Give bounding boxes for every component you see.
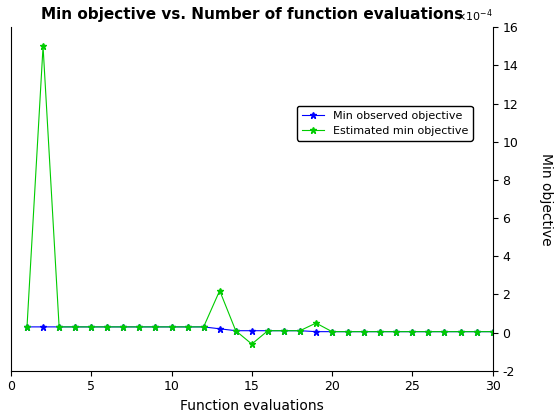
Min observed objective bbox=[88, 324, 95, 329]
Min observed objective bbox=[249, 328, 255, 333]
Estimated min objective bbox=[441, 329, 448, 334]
Estimated min objective bbox=[72, 324, 78, 329]
Min observed objective bbox=[24, 324, 30, 329]
Min observed objective bbox=[393, 329, 400, 334]
Min observed objective bbox=[441, 329, 448, 334]
Estimated min objective bbox=[24, 324, 30, 329]
Min observed objective bbox=[281, 328, 287, 333]
Line: Estimated min objective: Estimated min objective bbox=[24, 43, 496, 347]
Min observed objective bbox=[200, 324, 207, 329]
Min observed objective bbox=[168, 324, 175, 329]
Min observed objective bbox=[104, 324, 111, 329]
Min observed objective bbox=[264, 328, 271, 333]
Estimated min objective bbox=[297, 328, 304, 333]
Min observed objective bbox=[345, 329, 352, 334]
Estimated min objective bbox=[152, 324, 159, 329]
Min observed objective bbox=[377, 329, 384, 334]
Line: Min observed objective: Min observed objective bbox=[24, 323, 496, 335]
Estimated min objective bbox=[312, 320, 319, 326]
Estimated min objective bbox=[120, 324, 127, 329]
Min observed objective bbox=[473, 329, 480, 334]
Estimated min objective bbox=[489, 329, 496, 334]
Estimated min objective bbox=[361, 329, 367, 334]
Estimated min objective bbox=[40, 44, 46, 49]
Estimated min objective bbox=[200, 324, 207, 329]
Legend: Min observed objective, Estimated min objective: Min observed objective, Estimated min ob… bbox=[297, 106, 473, 141]
Min observed objective bbox=[457, 329, 464, 334]
Min observed objective bbox=[184, 324, 191, 329]
Text: $\times10^{-4}$: $\times10^{-4}$ bbox=[456, 7, 493, 24]
Title: Min objective vs. Number of function evaluations: Min objective vs. Number of function eva… bbox=[41, 7, 463, 22]
Estimated min objective bbox=[329, 329, 335, 334]
Y-axis label: Min objective: Min objective bbox=[539, 153, 553, 245]
Estimated min objective bbox=[425, 329, 432, 334]
Min observed objective bbox=[297, 328, 304, 333]
Min observed objective bbox=[329, 329, 335, 334]
Estimated min objective bbox=[281, 328, 287, 333]
Min observed objective bbox=[232, 328, 239, 333]
Min observed objective bbox=[425, 329, 432, 334]
Min observed objective bbox=[312, 329, 319, 334]
Min observed objective bbox=[120, 324, 127, 329]
Min observed objective bbox=[40, 324, 46, 329]
Estimated min objective bbox=[377, 329, 384, 334]
Estimated min objective bbox=[184, 324, 191, 329]
Estimated min objective bbox=[88, 324, 95, 329]
Min observed objective bbox=[361, 329, 367, 334]
Min observed objective bbox=[152, 324, 159, 329]
Min observed objective bbox=[56, 324, 63, 329]
Estimated min objective bbox=[136, 324, 143, 329]
Estimated min objective bbox=[409, 329, 416, 334]
Estimated min objective bbox=[56, 324, 63, 329]
Estimated min objective bbox=[457, 329, 464, 334]
Estimated min objective bbox=[168, 324, 175, 329]
X-axis label: Function evaluations: Function evaluations bbox=[180, 399, 324, 413]
Min observed objective bbox=[409, 329, 416, 334]
Estimated min objective bbox=[216, 288, 223, 293]
Estimated min objective bbox=[393, 329, 400, 334]
Min observed objective bbox=[216, 326, 223, 331]
Min observed objective bbox=[489, 329, 496, 334]
Min observed objective bbox=[136, 324, 143, 329]
Estimated min objective bbox=[249, 341, 255, 346]
Min observed objective bbox=[72, 324, 78, 329]
Estimated min objective bbox=[104, 324, 111, 329]
Estimated min objective bbox=[264, 328, 271, 333]
Estimated min objective bbox=[232, 328, 239, 333]
Estimated min objective bbox=[473, 329, 480, 334]
Estimated min objective bbox=[345, 329, 352, 334]
